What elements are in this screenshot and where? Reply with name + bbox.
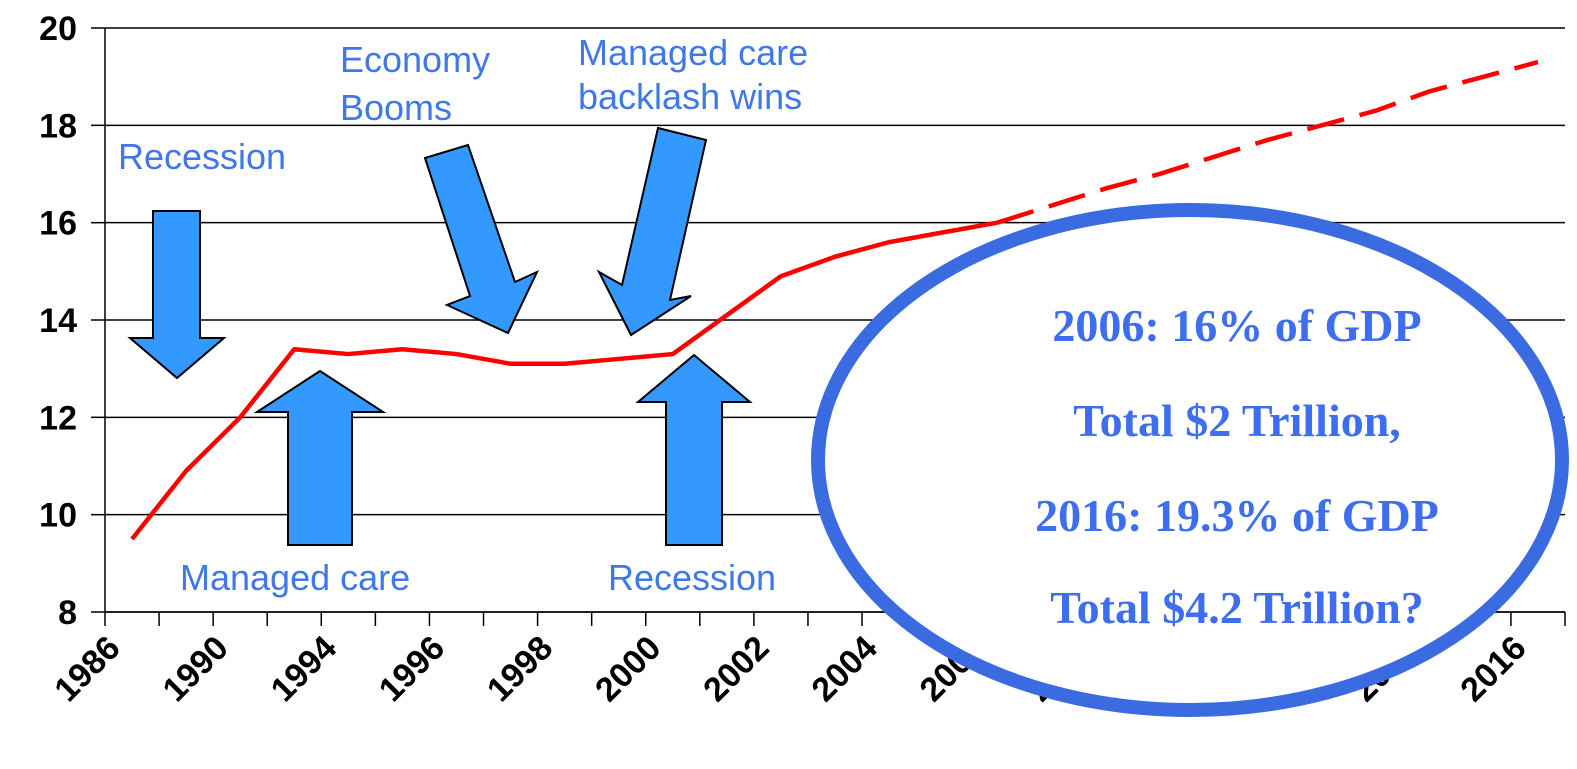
arrow-diagonal <box>596 126 708 337</box>
x-tick-label: 1994 <box>264 629 344 709</box>
x-tick-label: 1990 <box>155 629 235 709</box>
annotation: Managed care <box>180 557 410 598</box>
annotation: Recession <box>118 136 286 177</box>
annotation: Recession <box>608 557 776 598</box>
annotation: Booms <box>340 87 452 128</box>
x-tick-label: 2000 <box>588 629 668 709</box>
callout-text: Total $4.2 Trillion? <box>1050 582 1424 633</box>
annotation: backlash wins <box>578 76 802 117</box>
callout-text: Total $2 Trillion, <box>1073 395 1401 446</box>
arrow-up <box>253 369 387 546</box>
y-tick-label: 8 <box>58 594 77 632</box>
arrows <box>127 126 753 546</box>
arrow-diagonal <box>423 143 540 335</box>
callout-text: 2016: 19.3% of GDP <box>1035 490 1439 541</box>
callout-text: 2006: 16% of GDP <box>1052 300 1421 351</box>
x-tick-label: 2016 <box>1453 629 1533 709</box>
line-series <box>130 220 998 541</box>
callout-oval <box>811 203 1569 717</box>
x-tick-label: 1998 <box>480 629 560 709</box>
y-tick-label: 20 <box>39 10 77 48</box>
y-tick-label: 18 <box>39 107 77 145</box>
line-series <box>996 59 1539 225</box>
y-tick-label: 12 <box>39 399 77 437</box>
y-tick-label: 16 <box>39 205 77 243</box>
annotation: Economy <box>340 39 490 80</box>
x-tick-label: 1986 <box>47 629 127 709</box>
y-tick-label: 14 <box>39 302 77 340</box>
y-tick-label: 10 <box>39 497 77 535</box>
x-tick-label: 2002 <box>696 629 776 709</box>
arrow-up <box>635 353 753 546</box>
annotation: Managed care <box>578 32 808 73</box>
x-tick-label: 2004 <box>804 629 884 709</box>
arrow-down <box>127 210 227 380</box>
x-tick-label: 1996 <box>372 629 452 709</box>
